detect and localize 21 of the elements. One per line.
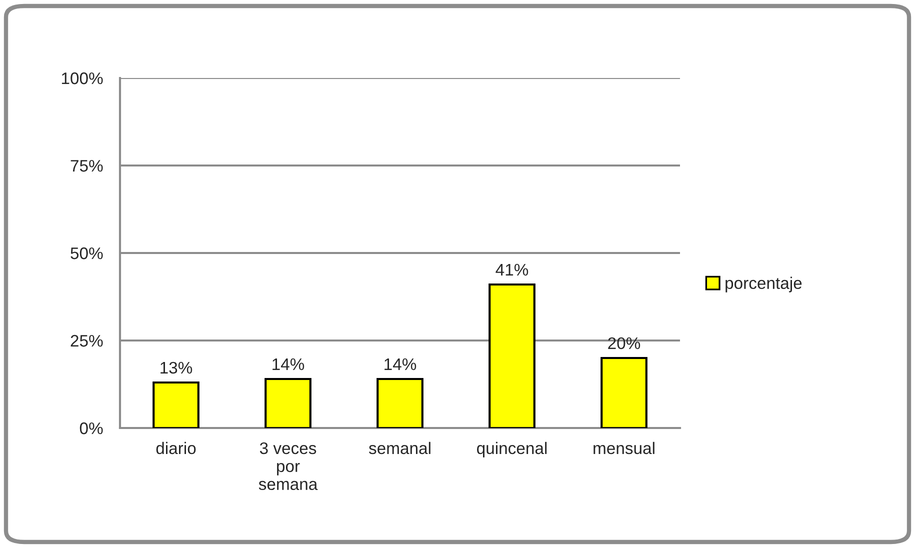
x-tick-label: diario — [156, 442, 196, 454]
legend-label: porcentaje — [726, 276, 802, 292]
y-tick-label: 75% — [70, 160, 103, 172]
data-label: 14% — [384, 358, 416, 370]
y-tick-label: 25% — [70, 334, 103, 347]
bar — [600, 356, 648, 428]
bar — [152, 381, 200, 428]
x-tick-label: semanal — [368, 442, 430, 454]
bar — [264, 378, 312, 428]
y-tick-label: 100% — [62, 72, 103, 84]
y-tick-label: 50% — [70, 247, 103, 260]
x-tick-label: mensual — [594, 442, 654, 454]
y-tick-label: 0% — [80, 422, 103, 434]
data-label: 14% — [272, 358, 304, 370]
bar — [488, 283, 536, 428]
x-tick-label: 3 veces por semana — [258, 442, 318, 490]
x-tick-label: quincenal — [477, 442, 547, 458]
bar — [376, 378, 424, 428]
data-label: 13% — [160, 362, 192, 374]
data-label: 41% — [496, 264, 528, 276]
data-label: 20% — [608, 337, 640, 350]
